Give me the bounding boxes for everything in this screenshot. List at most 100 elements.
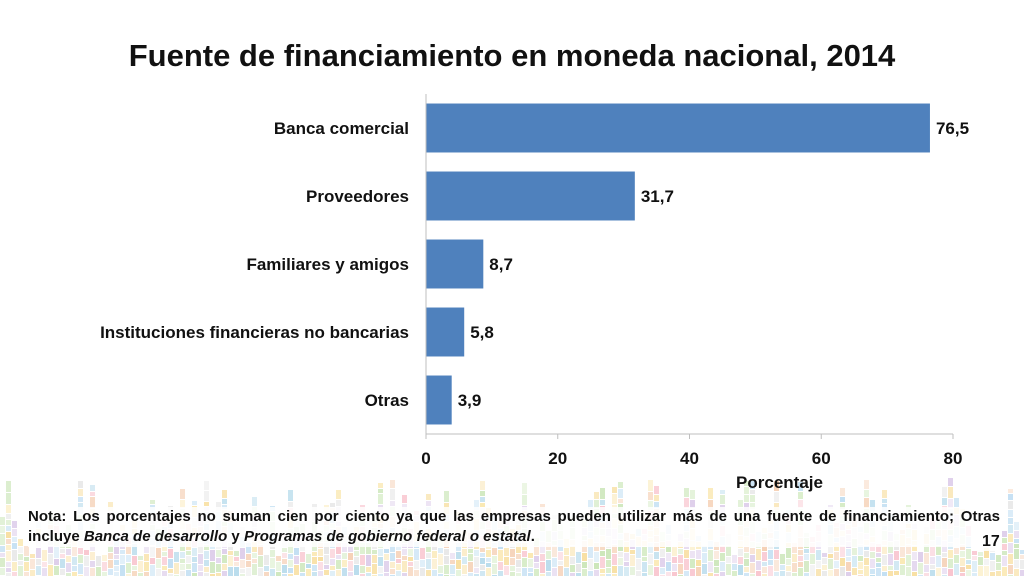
mosaic-tile [204, 502, 209, 506]
mosaic-tile [24, 546, 29, 556]
mosaic-tile [516, 554, 521, 559]
bar [426, 103, 930, 153]
mosaic-tile [870, 552, 875, 558]
mosaic-tile [234, 557, 239, 561]
mosaic-tile [150, 558, 155, 564]
mosaic-tile [474, 557, 479, 567]
mosaic-tile [888, 571, 893, 576]
mosaic-tile [288, 560, 293, 567]
mosaic-tile [618, 489, 623, 498]
mosaic-tile [660, 549, 665, 557]
mosaic-tile [960, 567, 965, 572]
mosaic-tile [348, 546, 353, 552]
mosaic-tile [624, 567, 629, 576]
mosaic-tile [612, 574, 617, 576]
mosaic-tile [606, 549, 611, 559]
mosaic-tile [30, 559, 35, 569]
mosaic-tile [978, 566, 983, 576]
mosaic-tile [1014, 544, 1019, 548]
mosaic-tile [858, 562, 863, 569]
mosaic-tile [612, 545, 617, 553]
mosaic-tile [552, 546, 557, 557]
mosaic-tile [1008, 518, 1013, 524]
mosaic-tile [666, 553, 671, 561]
footnote-term-government-programs: Programas de gobierno federal o estatal [243, 528, 531, 545]
mosaic-tile [720, 490, 725, 494]
mosaic-tile [444, 549, 449, 555]
mosaic-tile [474, 550, 479, 556]
mosaic-tile [804, 549, 809, 553]
mosaic-tile [480, 565, 485, 570]
mosaic-tile [528, 559, 533, 567]
mosaic-tile [108, 546, 113, 552]
mosaic-tile [684, 559, 689, 570]
mosaic-tile [798, 492, 803, 499]
mosaic-tile [1002, 556, 1007, 566]
mosaic-tile [270, 550, 275, 557]
mosaic-tile [822, 565, 827, 570]
mosaic-tile [618, 482, 623, 488]
mosaic-tile [330, 549, 335, 558]
mosaic-tile [840, 558, 845, 566]
mosaic-tile [702, 564, 707, 574]
bar-chart: Banca comercial 76,5 Proveedores 31,7 Famili… [100, 94, 969, 492]
mosaic-tile [600, 500, 605, 505]
mosaic-tile [618, 558, 623, 565]
mosaic-tile [168, 569, 173, 573]
mosaic-tile [198, 572, 203, 576]
mosaic-tile [126, 555, 131, 562]
mosaic-tile [828, 559, 833, 569]
mosaic-tile [300, 563, 305, 572]
mosaic-tile [354, 551, 359, 556]
mosaic-tile [354, 557, 359, 564]
mosaic-tile [432, 551, 437, 558]
mosaic-tile [66, 563, 71, 572]
mosaic-tile [648, 565, 653, 575]
mosaic-tile [222, 499, 227, 504]
mosaic-tile [234, 567, 239, 576]
mosaic-tile [246, 543, 251, 553]
mosaic-tile [0, 526, 5, 533]
mosaic-tile [1020, 570, 1024, 576]
mosaic-tile [774, 492, 779, 502]
mosaic-tile [450, 565, 455, 574]
mosaic-tile [180, 552, 185, 558]
mosaic-tile [756, 549, 761, 560]
mosaic-tile [378, 557, 383, 566]
mosaic-tile [66, 573, 71, 576]
bar [426, 239, 484, 289]
mosaic-tile [630, 567, 635, 575]
mosaic-tile [396, 545, 401, 550]
mosaic-tile [132, 556, 137, 565]
mosaic-tile [306, 569, 311, 576]
mosaic-tile [114, 555, 119, 559]
mosaic-tile [864, 558, 869, 565]
mosaic-tile [654, 495, 659, 501]
mosaic-tile [498, 550, 503, 561]
mosaic-tile [720, 572, 725, 576]
mosaic-tile [180, 571, 185, 576]
mosaic-tile [780, 554, 785, 564]
mosaic-tile [876, 563, 881, 567]
mosaic-tile [726, 546, 731, 556]
mosaic-tile [90, 568, 95, 576]
mosaic-tile [444, 491, 449, 502]
mosaic-tile [36, 566, 41, 575]
mosaic-tile [474, 574, 479, 576]
mosaic-tile [186, 564, 191, 569]
mosaic-tile [522, 495, 527, 505]
mosaic-tile [756, 571, 761, 576]
mosaic-tile [864, 480, 869, 489]
mosaic-tile [576, 564, 581, 572]
mosaic-tile [708, 550, 713, 561]
mosaic-tile [504, 548, 509, 556]
x-tick-label: 60 [812, 449, 831, 468]
mosaic-tile [654, 552, 659, 559]
mosaic-tile [804, 561, 809, 572]
mosaic-tile [78, 548, 83, 554]
mosaic-tile [738, 500, 743, 507]
mosaic-tile [528, 553, 533, 558]
mosaic-tile [870, 569, 875, 574]
value-label: 31,7 [641, 187, 674, 206]
mosaic-tile [984, 548, 989, 558]
